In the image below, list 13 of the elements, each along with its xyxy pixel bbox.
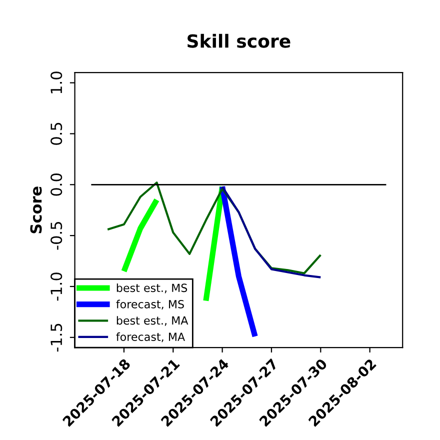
y-tick-label: 0.5	[50, 122, 62, 145]
y-tick-label: -0.5	[50, 222, 62, 250]
legend-label: forecast, MA	[116, 332, 185, 342]
line-series	[221, 186, 322, 278]
y-tick-label: 0.0	[50, 174, 62, 196]
y-tick-label: -1.5	[50, 324, 62, 352]
y-tick-label: 1.0	[50, 72, 62, 94]
legend-label: best est., MA	[116, 316, 188, 326]
y-axis-title: Score	[30, 186, 42, 234]
legend-label: best est., MS	[116, 283, 188, 294]
legend-label: forecast, MS	[116, 300, 184, 310]
chart-title: Skill score	[188, 34, 290, 48]
y-tick-label: -1.0	[50, 272, 62, 301]
